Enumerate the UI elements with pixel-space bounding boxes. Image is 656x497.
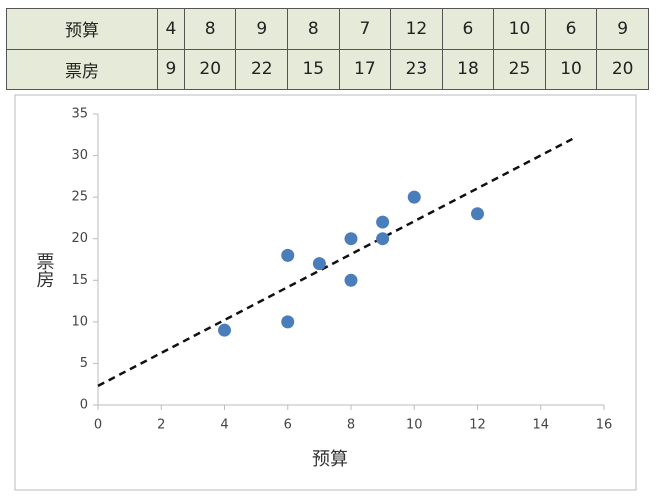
row-header: 预算 <box>6 8 158 50</box>
data-point <box>344 273 358 287</box>
x-tick-label: 6 <box>284 418 292 433</box>
table-cell: 18 <box>441 48 495 90</box>
table-cell: 9 <box>235 8 289 50</box>
table-cell: 4 <box>157 8 185 50</box>
x-tick-label: 16 <box>596 418 613 433</box>
data-table: 预算 4 8 9 8 7 12 6 10 6 9 票房 9 20 22 15 17 23 18 25 10 20 <box>6 8 649 90</box>
table-cell: 9 <box>596 8 649 50</box>
table-cell: 10 <box>544 48 598 90</box>
data-point <box>281 315 295 329</box>
y-tick-label: 35 <box>71 107 88 122</box>
table-cell: 7 <box>338 8 392 50</box>
table-cell: 17 <box>338 48 392 90</box>
y-tick-label: 25 <box>71 190 88 205</box>
table-cell: 23 <box>390 48 443 90</box>
table-row: 票房 9 20 22 15 17 23 18 25 10 20 <box>6 48 649 90</box>
data-point <box>407 190 421 204</box>
data-point <box>471 207 484 221</box>
x-tick-label: 2 <box>157 418 165 433</box>
y-tick-label: 5 <box>80 356 88 371</box>
trendline <box>97 137 573 387</box>
y-tick-label: 0 <box>80 398 88 413</box>
y-tick-label: 10 <box>71 314 88 329</box>
y-tick-label: 15 <box>71 273 88 288</box>
table-cell: 25 <box>493 48 546 90</box>
y-tick-label: 30 <box>71 148 88 163</box>
table-cell: 8 <box>287 8 340 50</box>
data-point <box>376 215 390 229</box>
x-tick-label: 8 <box>347 418 355 433</box>
table-row: 预算 4 8 9 8 7 12 6 10 6 9 <box>6 8 649 50</box>
chart-frame <box>14 94 637 491</box>
data-point <box>312 257 326 271</box>
y-axis-label: 票房 <box>34 252 55 288</box>
table-cell: 9 <box>157 48 185 90</box>
x-tick-label: 14 <box>532 418 549 433</box>
table-cell: 10 <box>493 8 546 50</box>
x-axis-label: 预算 <box>312 449 348 470</box>
data-point <box>218 323 231 337</box>
row-header: 票房 <box>6 48 158 90</box>
y-tick-label: 20 <box>71 231 88 246</box>
table-cell: 8 <box>183 8 237 50</box>
table-cell: 15 <box>287 48 340 90</box>
data-point <box>344 232 358 246</box>
data-point <box>376 232 390 246</box>
x-tick-label: 0 <box>94 418 102 433</box>
data-point <box>281 248 295 262</box>
table-cell: 12 <box>390 8 443 50</box>
table-cell: 22 <box>235 48 289 90</box>
x-tick-label: 10 <box>406 418 423 433</box>
x-tick-label: 4 <box>220 418 228 433</box>
table-cell: 20 <box>183 48 237 90</box>
table-cell: 20 <box>596 48 649 90</box>
x-tick-label: 12 <box>469 418 486 433</box>
